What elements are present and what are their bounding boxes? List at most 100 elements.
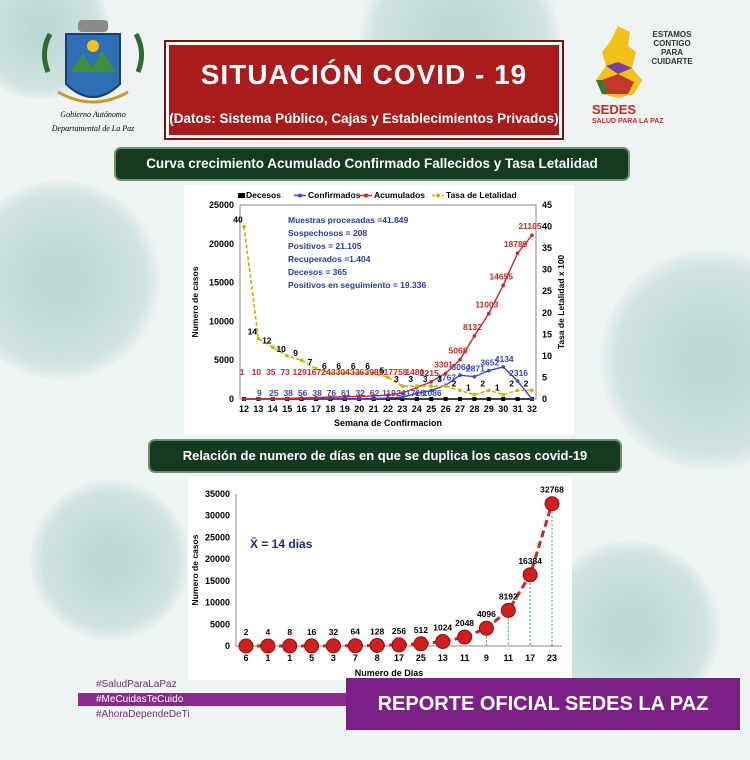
logo-right-tag: SALUD PARA LA PAZ	[592, 118, 664, 125]
data-label-confirmados: 38	[283, 388, 293, 398]
data-point	[343, 371, 347, 375]
data-point	[299, 358, 304, 362]
legend-marker	[238, 193, 245, 198]
data-label-acumulados: 243	[321, 367, 335, 377]
data-point	[386, 396, 390, 400]
data-label-confirmados: 119	[382, 388, 396, 398]
data-label-confirmados: 25	[269, 388, 279, 398]
data-label: 512	[414, 625, 428, 635]
legend-label: Confirmados	[308, 190, 361, 200]
y-tick-label: 10000	[209, 316, 234, 326]
data-label-confirmados: 61	[341, 388, 351, 398]
data-point	[347, 638, 363, 654]
data-point	[386, 393, 390, 397]
virus-decoration	[600, 250, 750, 470]
data-point	[415, 384, 419, 388]
section1-title: Curva crecimiento Acumulado Confirmado F…	[116, 149, 628, 179]
data-point	[325, 638, 341, 654]
data-label-tasa: 3	[408, 374, 413, 384]
data-label-tasa: 9	[293, 348, 298, 358]
data-point	[414, 397, 419, 401]
x-tick-label: 23	[547, 653, 557, 663]
data-point	[458, 357, 462, 362]
data-label-acumulados: 1486	[405, 367, 424, 377]
virus-decoration	[30, 480, 190, 640]
data-label-tasa: 12	[262, 335, 272, 345]
x-tick-label: 17	[311, 404, 321, 414]
series-line-tasa-de-letalidad	[243, 226, 532, 396]
report-banner: REPORTE OFICIAL SEDES LA PAZ	[346, 678, 740, 730]
data-label: 32768	[540, 485, 564, 495]
data-point	[472, 397, 477, 401]
mean-annotation: X̄ = 14 dias	[250, 537, 313, 551]
x-tick-label: 17	[394, 653, 404, 663]
y-right-tick-label: 0	[542, 394, 547, 404]
data-label: 4	[265, 627, 270, 637]
hashtags: #SaludParaLaPaz #MeCuidasTeCuido #AhoraD…	[78, 678, 348, 723]
data-label-tasa: 7	[308, 357, 313, 367]
data-label: 8192	[499, 591, 518, 601]
data-point	[242, 224, 246, 229]
x-tick-label: 25	[426, 404, 436, 414]
data-point	[487, 311, 491, 316]
data-point	[530, 233, 534, 238]
x-tick-label: 18	[325, 404, 335, 414]
y-tick-label: 15000	[205, 576, 230, 586]
y-tick-label: 15000	[209, 278, 234, 288]
data-label-tasa: 2	[524, 378, 529, 388]
data-label-tasa: 3	[437, 374, 442, 384]
data-point	[501, 392, 506, 397]
data-label-confirmados: 56	[298, 388, 308, 398]
data-label-tasa: 6	[351, 361, 356, 371]
x-tick-label: 14	[268, 404, 278, 414]
y-tick-label: 20000	[209, 239, 234, 249]
hashtag-item: #AhoraDependeDeTi	[96, 709, 190, 720]
page-subtitle: (Datos: Sistema Público, Cajas y Estable…	[169, 111, 559, 126]
x-axis-label: Semana de Confirmacion	[334, 418, 442, 428]
y-right-axis-label: Tasa de Letalidad x 100	[556, 255, 566, 350]
x-tick-label: 21	[369, 404, 379, 414]
x-axis-label: Numero de Dias	[355, 668, 424, 678]
x-tick-label: 7	[353, 653, 358, 663]
x-tick-label: 31	[513, 404, 523, 414]
data-label: 1024	[433, 623, 452, 633]
x-tick-label: 13	[253, 404, 263, 414]
y-right-tick-label: 45	[542, 200, 552, 210]
stats-annotation-line: Positivos = 21.105	[288, 241, 362, 251]
data-label-tasa: 5	[380, 365, 385, 375]
data-label: 16384	[518, 556, 542, 566]
data-label-acumulados: 14655	[489, 271, 513, 281]
data-point	[429, 397, 434, 401]
data-label-acumulados: 1	[240, 367, 245, 377]
data-label-acumulados: 167	[307, 367, 321, 377]
data-point	[472, 392, 477, 397]
y-axis-label: Numero de casos	[190, 534, 200, 605]
data-label: 128	[370, 626, 384, 636]
data-label-tasa: 2	[452, 378, 457, 388]
data-label: 4096	[477, 609, 496, 619]
legend-label: Tasa de Letalidad	[446, 190, 517, 200]
data-label-acumulados: 18789	[504, 239, 528, 249]
data-label-confirmados: 3652	[480, 358, 499, 368]
y-tick-label: 0	[229, 394, 234, 404]
data-point	[328, 371, 333, 375]
x-tick-label: 26	[441, 404, 451, 414]
data-label-tasa: 1	[466, 383, 471, 393]
data-label: 64	[351, 627, 361, 637]
x-tick-label: 6	[243, 653, 248, 663]
data-label-tasa: 14	[248, 327, 258, 337]
data-point	[443, 384, 448, 388]
data-label-acumulados: 3301	[434, 359, 453, 369]
chart-cumulative-growth: 0 5000 10000 15000 20000 25000 0 5 10 15 20 25 30 35 4…	[184, 185, 574, 435]
data-label-acumulados: 73	[280, 367, 290, 377]
data-label-confirmados: 1767	[437, 372, 456, 382]
data-point	[429, 380, 433, 384]
x-tick-label: 5	[309, 653, 314, 663]
x-tick-label: 29	[484, 404, 494, 414]
data-point	[530, 397, 534, 401]
data-point	[304, 638, 320, 654]
sedes-logo: ESTAMOS CONTIGO PARA CUIDARTE SEDES SALU…	[588, 22, 708, 142]
x-tick-label: 16	[297, 404, 307, 414]
data-point	[371, 394, 376, 398]
